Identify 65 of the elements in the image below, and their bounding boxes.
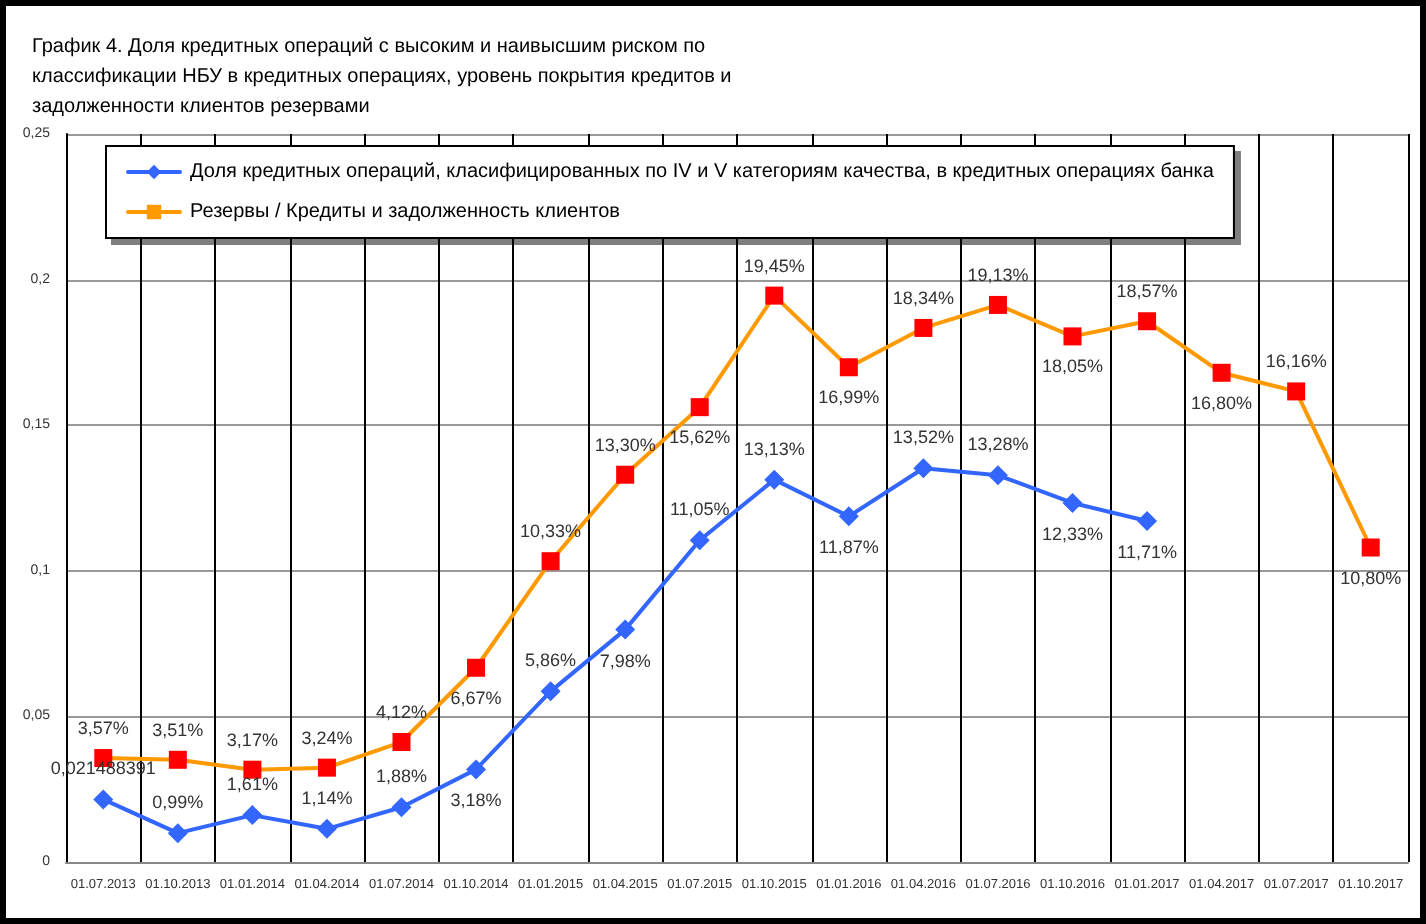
data-label: 3,51% — [152, 719, 204, 740]
data-label: 3,17% — [226, 729, 278, 750]
point — [987, 465, 1008, 486]
data-label: 15,62% — [669, 427, 731, 448]
point — [541, 552, 560, 571]
point — [1212, 363, 1231, 382]
chart-title: График 4. Доля кредитных операций с высоким и наивысшим риском по классификации НБУ в кредитных операциях, уровень покрытия кредитов и задолженности клиентов резервами — [32, 36, 738, 118]
data-label: 18,57% — [1116, 281, 1178, 302]
point — [1138, 312, 1157, 331]
data-label: 6,67% — [450, 687, 502, 708]
point — [764, 469, 785, 490]
legend-label: Резервы / Кредиты и задолженность клиентов — [190, 201, 620, 223]
data-label: 3,18% — [450, 790, 502, 811]
point — [316, 818, 337, 839]
point — [1361, 538, 1380, 557]
data-label: 11,05% — [669, 499, 730, 520]
data-label: 13,13% — [743, 438, 805, 459]
data-label: 4,12% — [375, 702, 428, 723]
data-label: 1,14% — [301, 787, 353, 808]
point — [392, 733, 411, 752]
point — [242, 805, 263, 826]
point — [168, 750, 187, 769]
point — [93, 789, 114, 810]
data-label: 18,34% — [892, 287, 954, 308]
point — [317, 758, 336, 777]
data-label: 16,16% — [1265, 351, 1327, 372]
point — [913, 458, 934, 479]
data-label: 13,30% — [594, 434, 656, 455]
legend-label: Доля кредитных операций, класифицированных по IV и V категориям качества, в кредитных операциях банка — [190, 161, 1215, 183]
data-label: 3,57% — [77, 718, 129, 739]
data-label: 11,87% — [818, 537, 879, 558]
data-label: 1,88% — [375, 766, 428, 787]
data-label: 16,99% — [818, 387, 880, 408]
point — [1062, 492, 1083, 513]
point — [167, 823, 188, 844]
data-label: 18,05% — [1041, 356, 1104, 377]
point — [988, 295, 1007, 314]
data-label: 3,24% — [301, 727, 353, 748]
point — [690, 398, 709, 417]
data-label: 11,71% — [1117, 542, 1177, 562]
data-label: 0,99% — [152, 792, 204, 813]
data-label: 12,33% — [1041, 523, 1104, 544]
point — [839, 358, 858, 377]
data-label: 16,80% — [1191, 392, 1253, 413]
point — [615, 619, 636, 640]
point — [467, 658, 486, 677]
point — [1287, 382, 1306, 401]
data-label: 13,52% — [892, 427, 954, 448]
point — [1137, 511, 1158, 531]
data-label: 19,45% — [743, 255, 805, 276]
point — [914, 318, 933, 337]
data-label: 13,28% — [967, 434, 1029, 455]
data-label: 10,80% — [1340, 567, 1402, 588]
point — [1063, 327, 1082, 346]
point — [765, 286, 784, 305]
data-label: 19,13% — [967, 264, 1029, 285]
data-label: 5,86% — [525, 650, 577, 671]
point — [391, 797, 412, 818]
data-label: 1,61% — [226, 774, 278, 795]
point — [616, 465, 635, 484]
point — [540, 681, 561, 702]
point — [838, 506, 859, 527]
data-label: 7,98% — [599, 650, 651, 671]
point — [689, 530, 710, 551]
point — [466, 759, 487, 780]
